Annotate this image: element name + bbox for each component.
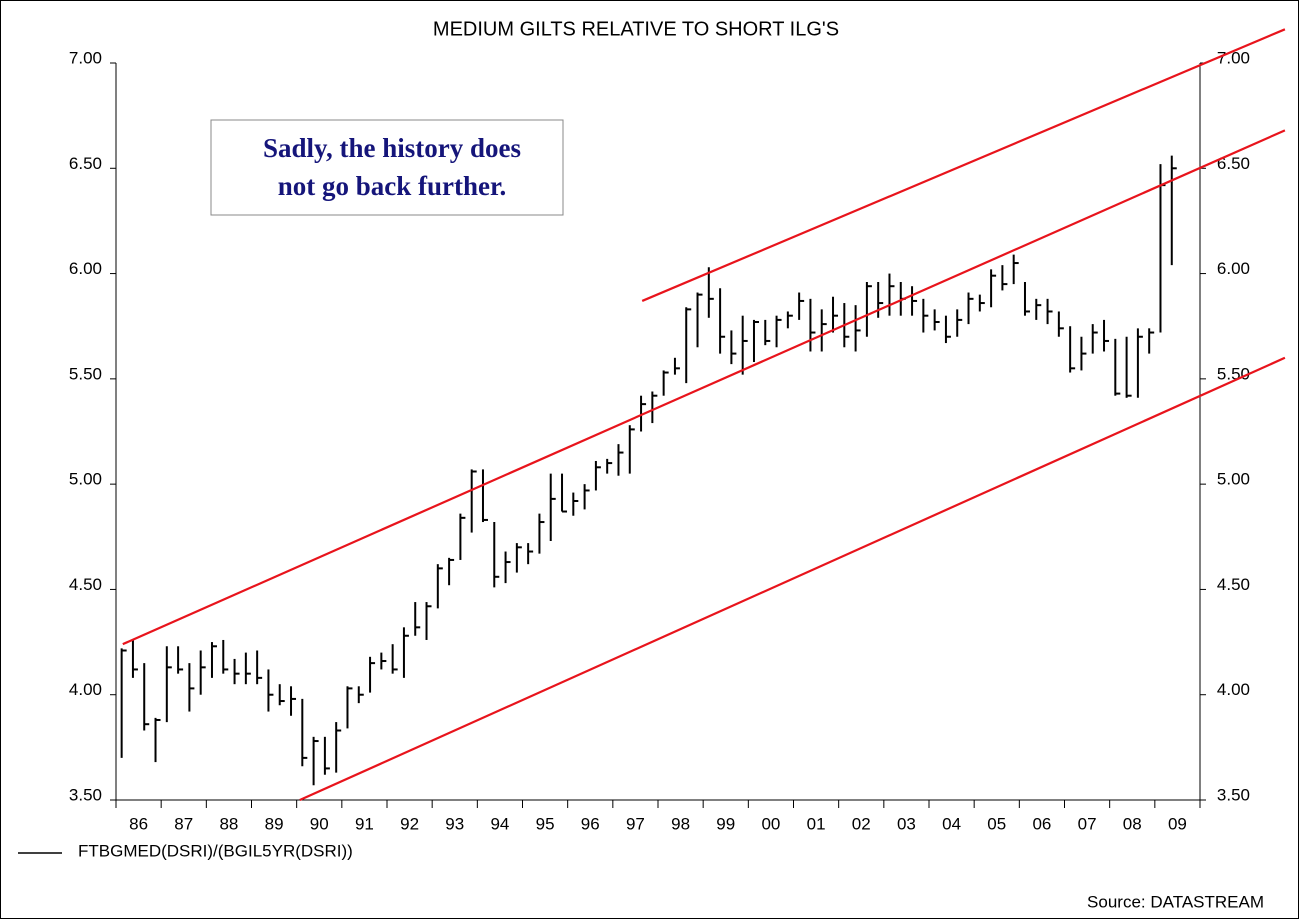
y-tick-label: 7.00 bbox=[69, 48, 102, 67]
annotation: Sadly, the history does bbox=[263, 133, 521, 163]
x-tick-label: 08 bbox=[1123, 814, 1142, 833]
y2-tick-label: 6.50 bbox=[1217, 154, 1250, 173]
x-tick-label: 00 bbox=[761, 814, 780, 833]
x-tick-label: 01 bbox=[807, 814, 826, 833]
y2-tick-label: 4.50 bbox=[1217, 575, 1250, 594]
y-tick-label: 5.50 bbox=[69, 364, 102, 383]
y2-tick-label: 3.50 bbox=[1217, 785, 1250, 804]
x-tick-label: 06 bbox=[1032, 814, 1051, 833]
x-tick-label: 91 bbox=[355, 814, 374, 833]
y-tick-label: 6.50 bbox=[69, 154, 102, 173]
x-tick-label: 95 bbox=[536, 814, 555, 833]
annotation: not go back further. bbox=[278, 171, 507, 201]
x-tick-label: 96 bbox=[581, 814, 600, 833]
source: Source: DATASTREAM bbox=[1087, 892, 1264, 911]
x-tick-label: 05 bbox=[987, 814, 1006, 833]
y2-tick-label: 6.00 bbox=[1217, 259, 1250, 278]
y-tick-label: 5.00 bbox=[69, 470, 102, 489]
x-tick-label: 09 bbox=[1168, 814, 1187, 833]
x-tick-label: 07 bbox=[1078, 814, 1097, 833]
x-tick-label: 93 bbox=[445, 814, 464, 833]
x-tick-label: 90 bbox=[310, 814, 329, 833]
x-tick-label: 99 bbox=[716, 814, 735, 833]
y2-tick-label: 7.00 bbox=[1217, 48, 1250, 67]
y-tick-label: 4.50 bbox=[69, 575, 102, 594]
x-tick-label: 92 bbox=[400, 814, 419, 833]
y2-tick-label: 5.50 bbox=[1217, 364, 1250, 383]
y-tick-label: 3.50 bbox=[69, 785, 102, 804]
x-tick-label: 88 bbox=[219, 814, 238, 833]
trend-line bbox=[641, 28, 1286, 302]
trend-line bbox=[299, 356, 1286, 802]
x-tick-label: 94 bbox=[490, 814, 509, 833]
chart-title: MEDIUM GILTS RELATIVE TO SHORT ILG'S bbox=[433, 18, 839, 40]
y2-tick-label: 4.00 bbox=[1217, 680, 1250, 699]
x-tick-label: 87 bbox=[174, 814, 193, 833]
annotation-box bbox=[210, 119, 564, 216]
y2-tick-label: 5.00 bbox=[1217, 470, 1250, 489]
x-tick-label: 04 bbox=[942, 814, 961, 833]
y-tick-label: 4.00 bbox=[69, 680, 102, 699]
x-tick-label: 97 bbox=[626, 814, 645, 833]
x-tick-label: 86 bbox=[129, 814, 148, 833]
x-tick-label: 98 bbox=[671, 814, 690, 833]
y-tick-label: 6.00 bbox=[69, 259, 102, 278]
legend-label: FTBGMED(DSRI)/(BGIL5YR(DSRI)) bbox=[78, 841, 353, 860]
x-tick-label: 03 bbox=[897, 814, 916, 833]
trend-line bbox=[122, 129, 1286, 646]
x-tick-label: 89 bbox=[265, 814, 284, 833]
x-tick-label: 02 bbox=[852, 814, 871, 833]
